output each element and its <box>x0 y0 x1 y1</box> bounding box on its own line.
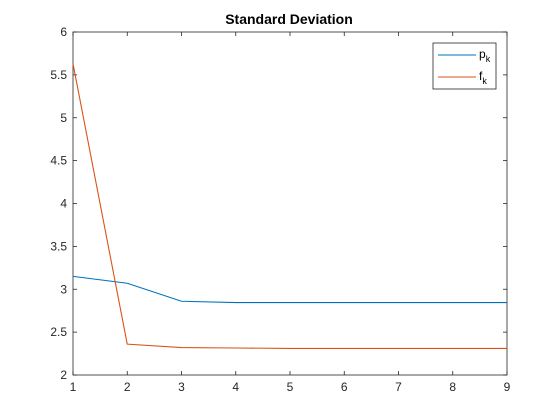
x-tick-label: 2 <box>124 380 131 394</box>
y-tick-label: 4.5 <box>50 154 67 168</box>
x-tick-label: 5 <box>287 380 294 394</box>
y-tick-label: 3 <box>60 282 67 296</box>
y-tick-label: 2.5 <box>50 325 67 339</box>
x-tick-label: 4 <box>232 380 239 394</box>
y-tick-label: 6 <box>60 25 67 39</box>
x-tick-label: 3 <box>178 380 185 394</box>
legend-name-subscript: k <box>482 76 487 86</box>
x-tick-label: 6 <box>341 380 348 394</box>
series-line-f-k <box>72 63 507 349</box>
axes: 1 2 3 4 5 6 7 8 922.533.544.555.56 <box>50 25 510 394</box>
series-layer <box>72 63 507 349</box>
y-tick-label: 2 <box>60 368 67 382</box>
y-tick-label: 3.5 <box>50 239 67 253</box>
y-tick-label: 4 <box>60 197 67 211</box>
legend-name-subscript: k <box>486 54 491 64</box>
y-tick-label: 5.5 <box>50 68 67 82</box>
x-tick-label: 1 <box>70 380 77 394</box>
x-tick-label: 7 <box>395 380 402 394</box>
x-tick-label: 9 <box>504 380 511 394</box>
legend-name: p <box>479 47 486 61</box>
x-tick-label: 8 <box>449 380 456 394</box>
chart-title: Standard Deviation <box>225 11 353 27</box>
legend-entry-f-k: fk <box>479 69 487 86</box>
y-tick-label: 5 <box>60 111 67 125</box>
legend-entry-p-k: pk <box>479 47 491 64</box>
series-line-p-k <box>72 275 507 304</box>
legend-name: f <box>479 69 483 83</box>
legend-box <box>432 42 497 90</box>
